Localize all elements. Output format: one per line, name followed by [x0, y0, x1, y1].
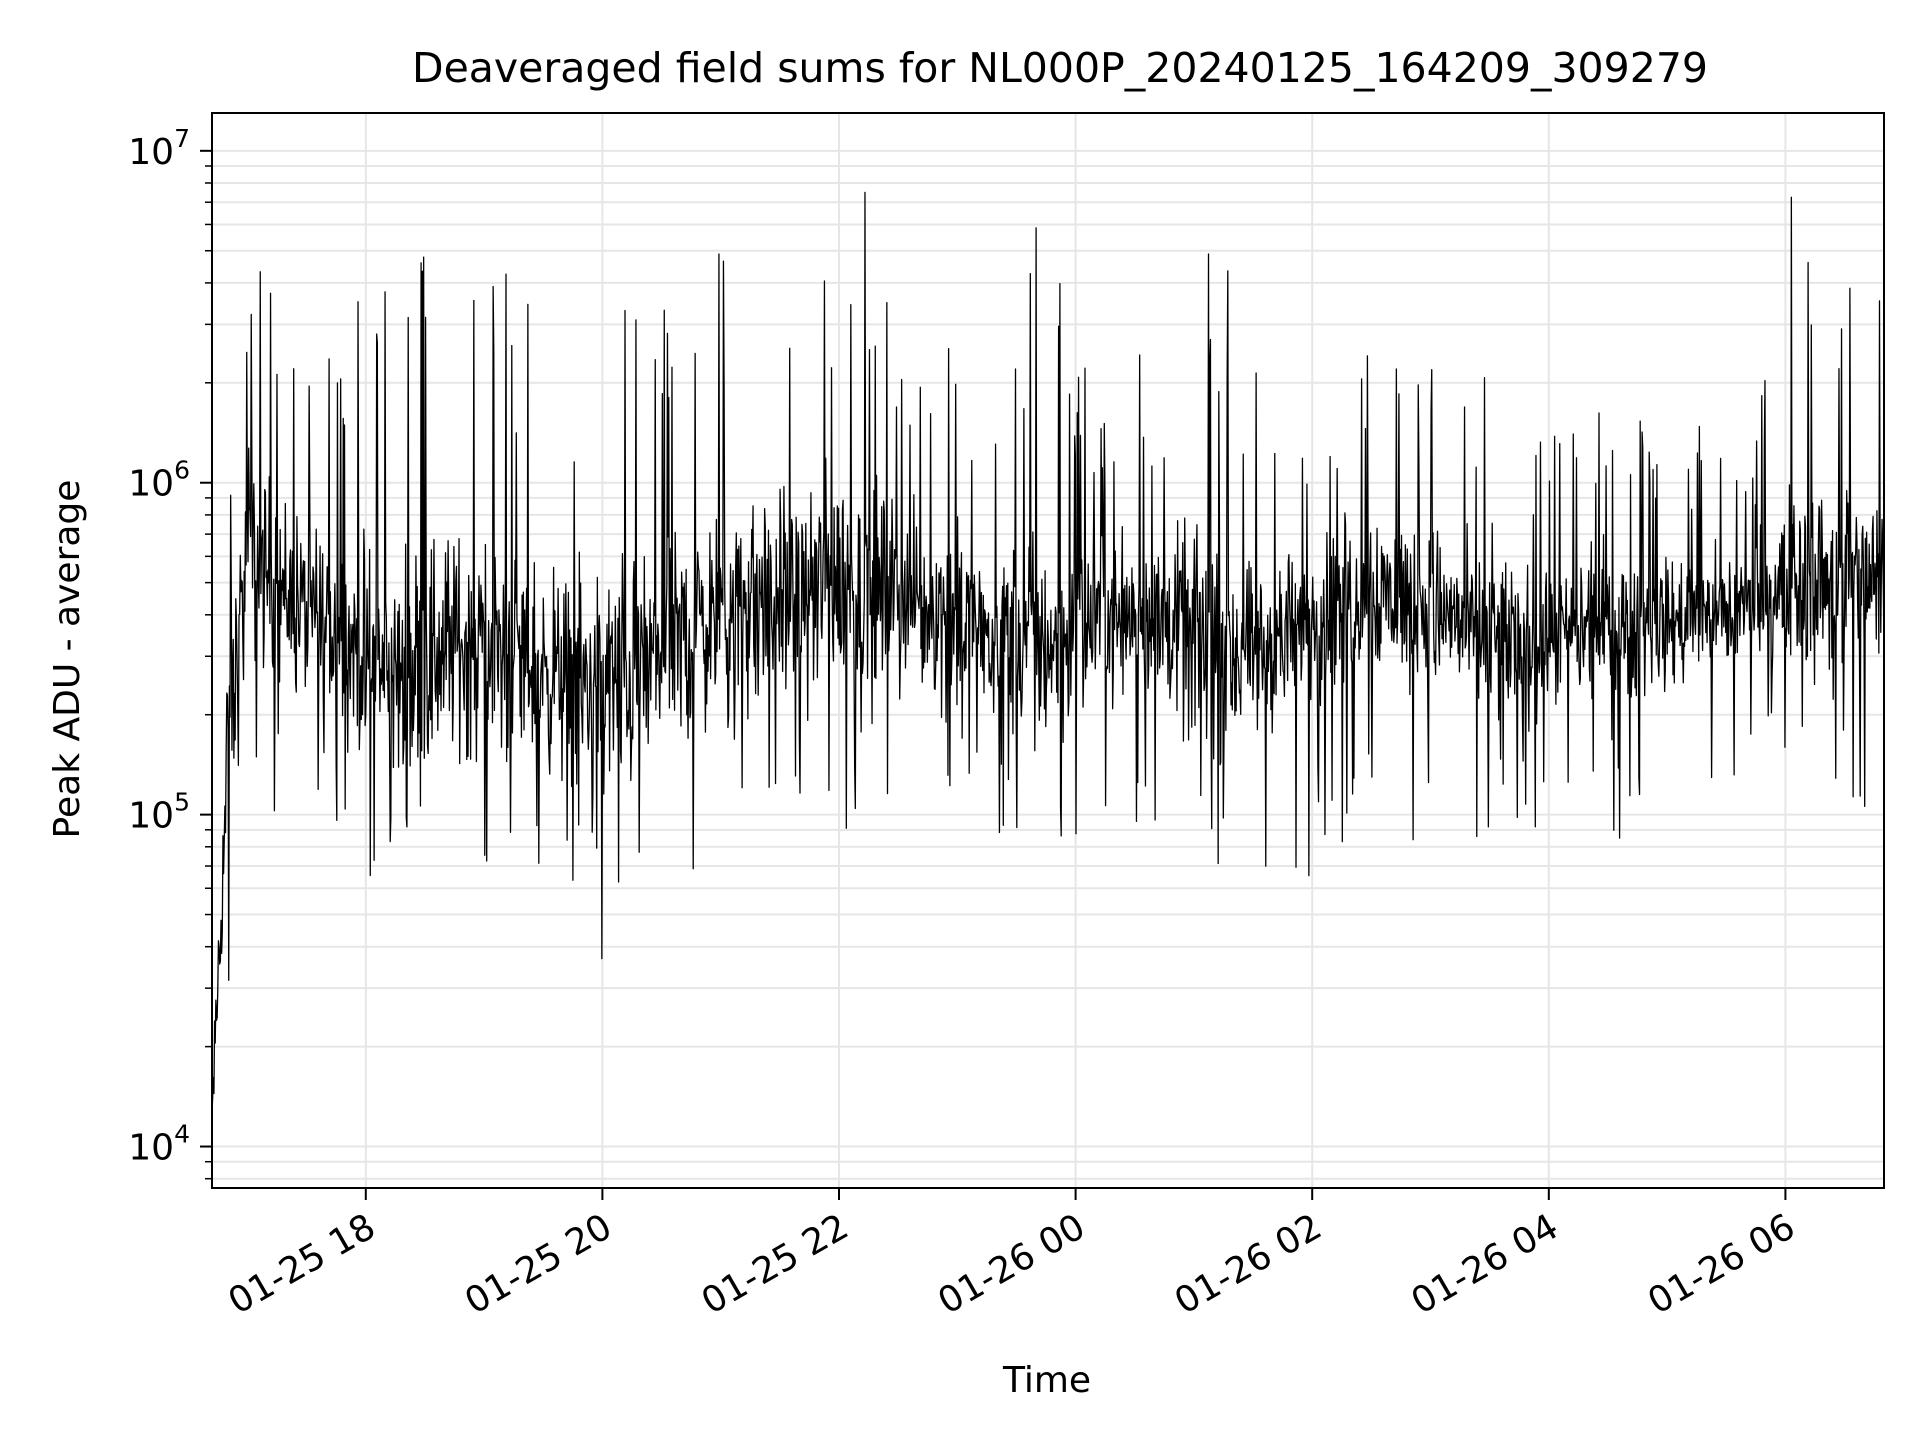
y-tick-label-base: 10: [128, 1128, 174, 1169]
y-tick-label-base: 10: [128, 796, 174, 837]
y-axis-label: Peak ADU - average: [47, 480, 88, 839]
y-tick-label-exponent: 6: [174, 456, 190, 485]
y-tick-label: 106: [128, 456, 190, 505]
y-tick-label: 105: [128, 788, 190, 837]
plot-frame: [211, 112, 1885, 1189]
y-tick-label: 107: [128, 124, 190, 173]
chart-title: Deaveraged field sums for NL000P_2024012…: [412, 44, 1708, 92]
y-tick-label-base: 10: [128, 132, 174, 173]
y-tick-label-exponent: 7: [174, 124, 190, 153]
x-axis-label: Time: [1002, 1360, 1091, 1401]
y-tick-label-exponent: 4: [174, 1120, 190, 1149]
y-tick-label-base: 10: [128, 464, 174, 505]
series-line: [211, 191, 1885, 1110]
series-layer: [211, 191, 1885, 1110]
y-tick-label-exponent: 5: [174, 788, 190, 817]
y-tick-label: 104: [128, 1120, 190, 1169]
